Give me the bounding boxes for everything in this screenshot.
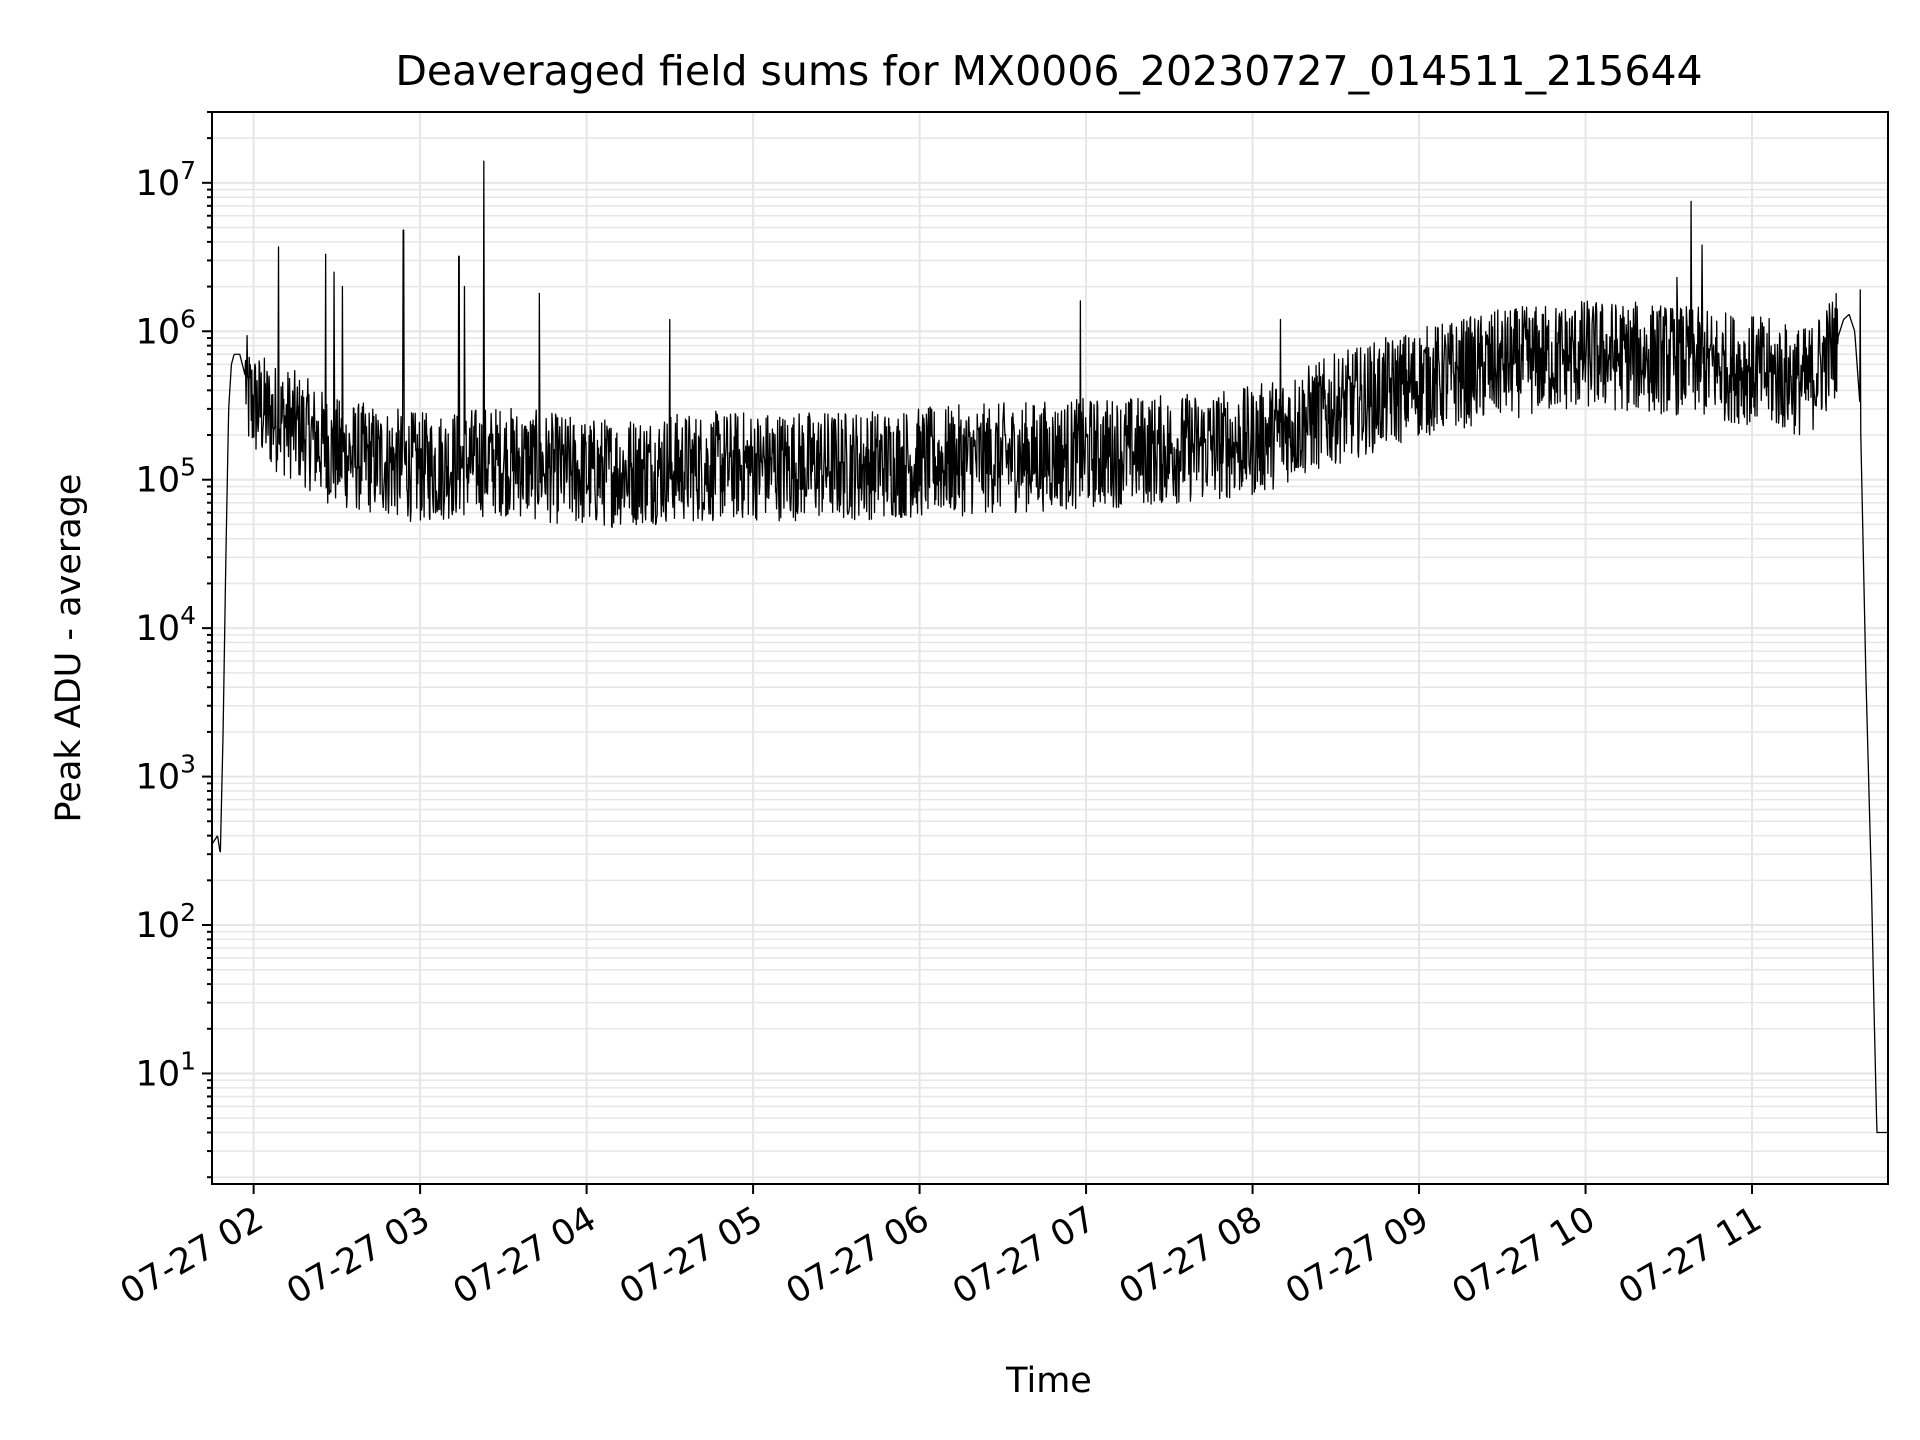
y-tick-label: 101 bbox=[136, 1046, 196, 1094]
plot-frame bbox=[211, 111, 1889, 1185]
y-tick-label: 102 bbox=[136, 898, 196, 946]
chart-title: Deaveraged field sums for MX0006_2023072… bbox=[395, 47, 1702, 95]
y-axis: 101 102 103 104 105 106 107 bbox=[136, 111, 212, 1179]
y-tick-label: 105 bbox=[136, 453, 196, 501]
y-axis-label: Peak ADU - average bbox=[49, 474, 89, 823]
y-tick-label: 104 bbox=[136, 601, 196, 649]
series-group bbox=[211, 160, 1889, 1134]
series-line bbox=[211, 160, 1889, 1134]
y-tick-label: 107 bbox=[136, 156, 196, 204]
x-axis-label: Time bbox=[1005, 1361, 1092, 1401]
y-tick-label: 103 bbox=[136, 750, 196, 798]
y-tick-label: 106 bbox=[136, 304, 196, 352]
grid bbox=[212, 111, 1888, 1184]
